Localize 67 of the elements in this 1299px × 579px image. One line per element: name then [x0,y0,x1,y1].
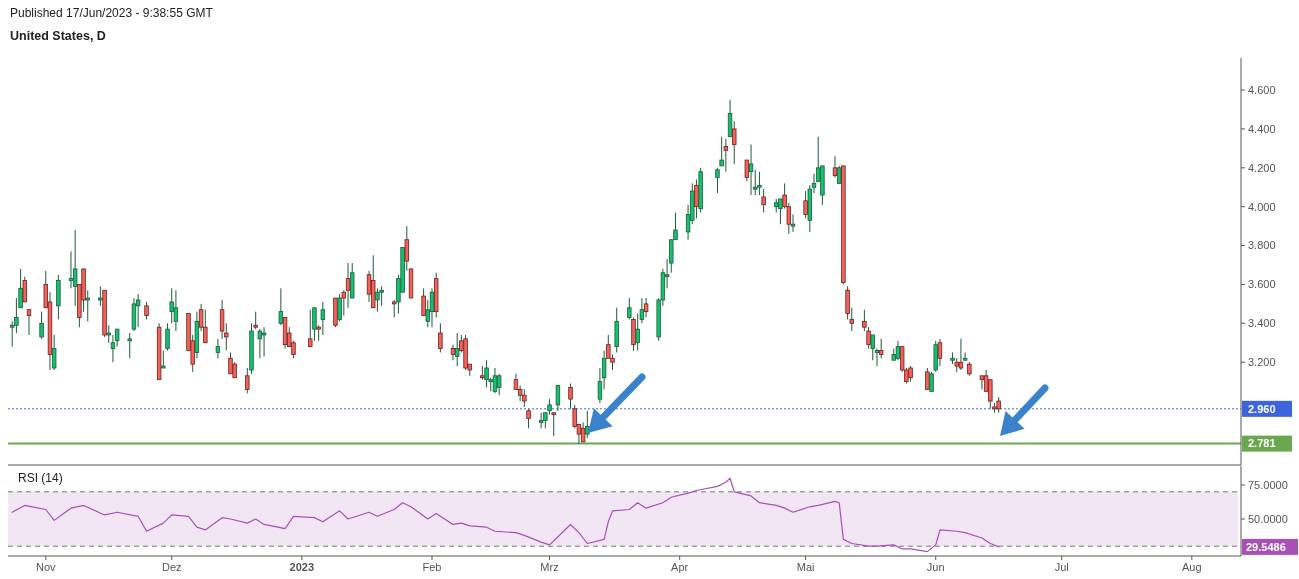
y-tick-label: 4.200 [1248,161,1276,174]
y-tick-label: 4.000 [1248,200,1276,213]
ref-line-label: 2.960 [1248,402,1276,415]
candlestick [438,322,443,353]
y-tick-label: 4.400 [1248,122,1276,135]
candlestick [257,328,263,359]
candlestick [429,287,435,328]
candlestick [496,373,502,396]
candlestick [312,307,317,342]
candlestick [555,385,561,412]
x-tick-label: Dez [161,561,182,573]
candlestick [761,188,766,214]
candlestick [228,351,233,375]
candlestick [135,293,141,328]
y-tick-label: 50.0000 [1248,512,1288,525]
candlestick [68,250,74,289]
text: 29.5486 [1246,540,1286,553]
candlestick [979,375,985,390]
candlestick [85,289,90,322]
candlestick [727,99,733,138]
candlestick [173,289,179,332]
x-tick-label: 2023 [289,561,315,573]
x-tick-label: Feb [422,561,442,573]
candlestick [278,287,284,326]
x-tick-label: Aug [1182,561,1202,573]
y-tick-label: 3.400 [1248,317,1276,330]
candlestick [723,138,729,173]
x-tick-label: Mrz [540,561,559,573]
text: RSI (14) [18,471,63,485]
y-tick-label: 3.800 [1248,239,1276,252]
x-tick-label: Jul [1054,561,1069,573]
candlestick [39,311,44,340]
candlestick [925,367,930,390]
candlestick [790,213,796,233]
candlestick [308,309,313,348]
y-tick-label: 4.600 [1248,83,1276,96]
candlestick [988,379,993,410]
candlestick [261,326,267,357]
candlestick [715,167,720,194]
x-tick-label: Apr [671,561,689,573]
candlestick [72,229,78,307]
candlestick [757,171,762,196]
x-tick-label: Mai [796,561,815,573]
ref-line-label: 2.781 [1248,437,1276,450]
candlestick [526,408,531,429]
candlestick [165,322,170,352]
candlestick [803,190,808,219]
candlestick [337,293,342,322]
x-tick-label: Jun [926,561,945,573]
candlestick [320,301,326,336]
candlestick [215,338,221,359]
chart-title: United States, D [10,29,106,43]
y-tick-label: 3.600 [1248,278,1276,291]
candlestick [874,348,880,367]
y-tick-label: 3.200 [1248,356,1276,369]
candlestick [375,287,380,313]
text: Published 17/Jun/2023 - 9:38:55 GMT [10,6,214,20]
candlestick [929,371,934,392]
candlestick [98,285,103,307]
candlestick [748,143,754,196]
candlestick [26,309,32,336]
candlestick [585,410,590,439]
y-tick-label: 75.0000 [1248,478,1288,491]
candlestick [450,344,456,361]
candlestick [484,359,489,388]
candlestick [127,332,132,359]
x-tick-label: Nov [36,561,57,573]
